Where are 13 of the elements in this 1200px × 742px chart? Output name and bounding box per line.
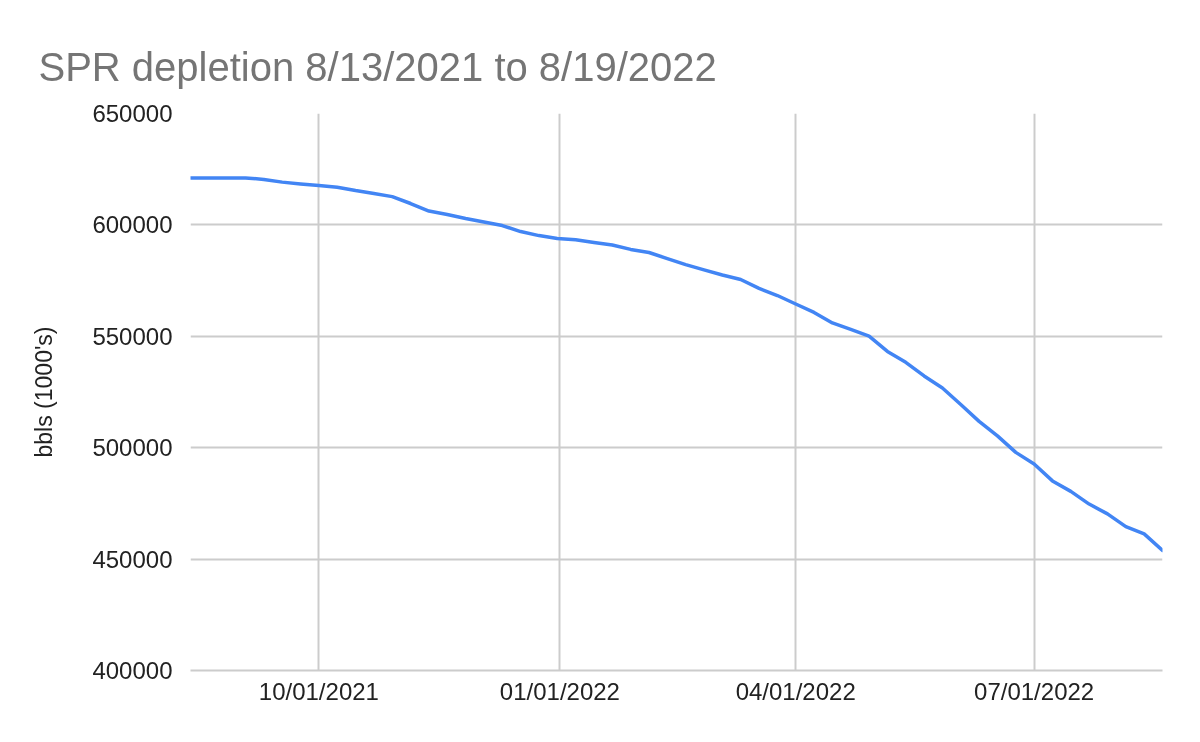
y-tick-label: 550000 — [92, 322, 173, 350]
y-axis-title: bbls (1000's) — [31, 326, 58, 458]
x-tick-label: 01/01/2022 — [499, 677, 620, 705]
chart-title: SPR depletion 8/13/2021 to 8/19/2022 — [38, 44, 717, 89]
x-tick-label: 07/01/2022 — [974, 677, 1095, 705]
y-tick-label: 450000 — [92, 545, 173, 573]
y-tick-label: 400000 — [92, 657, 173, 684]
x-tick-label: 04/01/2022 — [735, 677, 856, 705]
y-tick-label: 500000 — [92, 434, 173, 462]
y-tick-label: 600000 — [92, 211, 173, 239]
x-tick-label: 10/01/2021 — [258, 677, 379, 705]
line-series — [190, 176, 1163, 553]
y-tick-label: 650000 — [92, 100, 173, 127]
